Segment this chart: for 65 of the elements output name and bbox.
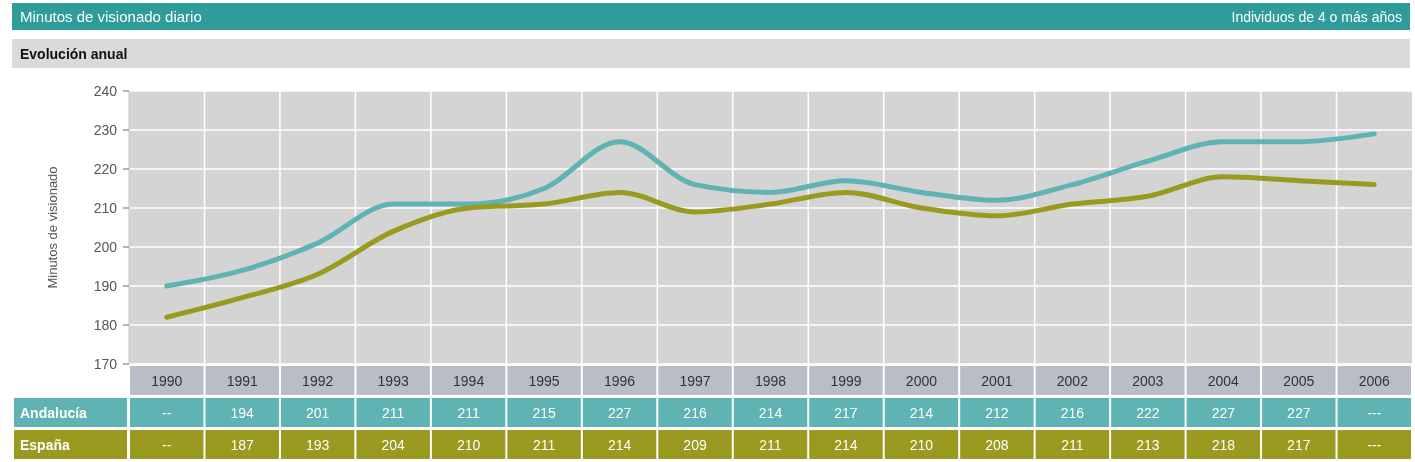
x-tick-label: 1999 [830,372,862,389]
data-label: -- [162,404,172,421]
y-axis-title: Minutos de visionado [44,166,60,289]
y-tick-label: 210 [93,199,118,216]
x-tick-label: 1993 [377,372,409,389]
x-tick-label: 2004 [1207,372,1240,389]
data-label: 212 [985,404,1009,421]
x-tick-label: 2000 [905,372,938,389]
data-label: 214 [909,404,934,421]
x-tick-label: 1991 [226,372,258,389]
data-label: 222 [1136,404,1160,421]
x-tick-label: 1996 [603,372,636,389]
text: Andalucía [20,404,87,421]
data-label: 227 [607,404,632,421]
x-tick-label: 1997 [679,372,711,389]
data-label: 215 [532,404,556,421]
data-label: 193 [306,436,330,453]
data-label: 204 [381,436,406,453]
data-label: 187 [230,436,255,453]
y-tick-label: 200 [93,238,118,255]
data-label: 211 [457,404,480,421]
data-label: 227 [1287,404,1311,421]
data-label: 209 [683,436,707,453]
data-label: --- [1367,404,1382,421]
data-label: 218 [1211,436,1236,453]
data-label: 211 [381,404,405,421]
x-tick-label: 2003 [1132,372,1164,389]
data-label: 211 [759,436,782,453]
chart-subtitle: Evolución anual [20,45,128,62]
data-label: 201 [306,404,330,421]
y-tick-label: 180 [93,316,118,333]
data-label: 216 [683,404,707,421]
data-label: -- [162,436,172,453]
x-tick-label: 2005 [1283,372,1315,389]
data-label: 214 [834,436,858,453]
data-label: 217 [834,404,858,421]
x-tick-label: 1998 [754,372,787,389]
data-label: 211 [532,436,556,453]
data-label: 194 [230,404,255,421]
x-tick-label: 2001 [981,372,1013,389]
y-tick-label: 220 [93,160,118,177]
y-tick-label: 230 [93,121,118,138]
x-tick-label: 1994 [453,372,485,389]
chart-title: Minutos de visionado diario [20,8,202,25]
x-tick-label: 2006 [1358,372,1391,389]
text: España [20,436,70,453]
data-label: 214 [758,404,783,421]
x-tick-label: 1990 [151,372,183,389]
data-label: 208 [985,436,1009,453]
data-label: 217 [1287,436,1311,453]
data-label: 216 [1060,404,1085,421]
data-label: 210 [456,436,481,453]
data-label: 214 [607,436,632,453]
data-label: --- [1367,436,1382,453]
data-label: 211 [1061,436,1084,453]
y-tick-label: 170 [93,355,118,372]
x-tick-label: 1995 [528,372,560,389]
y-tick-label: 240 [93,82,118,99]
data-label: 213 [1136,436,1160,453]
data-label: 210 [909,436,934,453]
y-tick-label: 190 [93,277,118,294]
x-tick-label: 2002 [1056,372,1089,389]
text: Individuos de 4 o más años [1231,8,1402,25]
data-label: 227 [1211,404,1236,421]
x-tick-label: 1992 [302,372,334,389]
